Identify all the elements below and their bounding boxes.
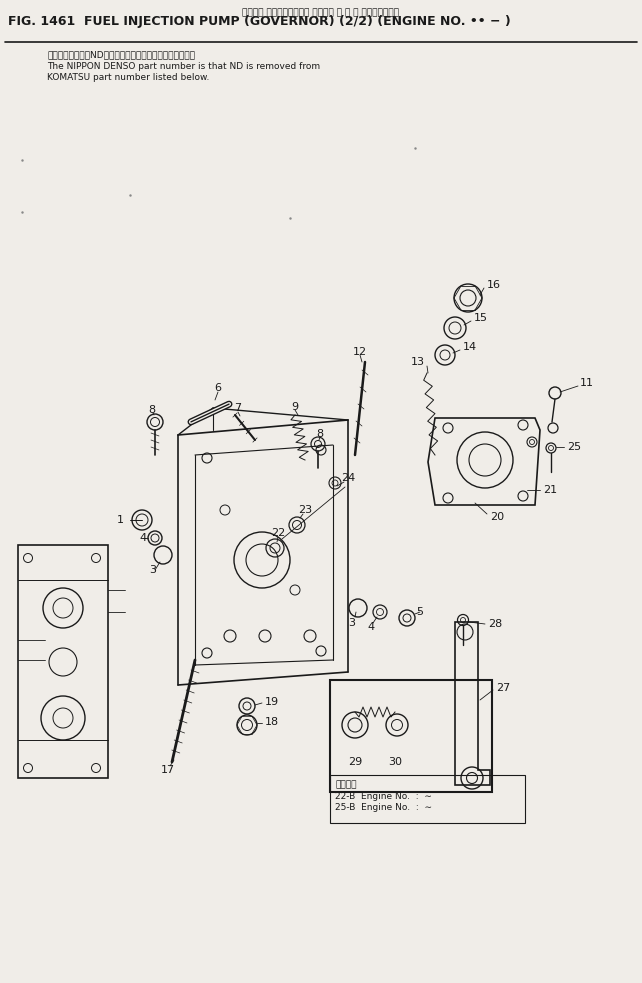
Text: 11: 11 <box>580 378 594 388</box>
Text: 29: 29 <box>348 757 362 767</box>
Text: KOMATSU part number listed below.: KOMATSU part number listed below. <box>47 73 209 82</box>
Text: 21: 21 <box>543 485 557 495</box>
Text: 3: 3 <box>150 565 157 575</box>
Text: 20: 20 <box>490 512 504 522</box>
Text: 8: 8 <box>148 405 155 415</box>
Bar <box>330 680 492 792</box>
Text: 28: 28 <box>488 619 502 629</box>
Text: 17: 17 <box>161 765 175 775</box>
Text: 19: 19 <box>265 697 279 707</box>
Text: 25: 25 <box>567 442 581 452</box>
Text: フェエル インジェクション ポンプ． カ バ ナ 　　　適用号機: フェエル インジェクション ポンプ． カ バ ナ 適用号機 <box>243 8 399 17</box>
Text: FIG. 1461  FUEL INJECTION PUMP (GOVERNOR) (2/2) (ENGINE NO. •• − ): FIG. 1461 FUEL INJECTION PUMP (GOVERNOR)… <box>8 15 511 28</box>
Text: 24: 24 <box>341 473 355 483</box>
Text: 5: 5 <box>417 607 424 617</box>
Text: 8: 8 <box>317 429 324 439</box>
Text: 27: 27 <box>496 683 510 693</box>
Text: 4: 4 <box>367 622 374 632</box>
Bar <box>330 775 525 823</box>
Text: 30: 30 <box>388 757 402 767</box>
Text: 6: 6 <box>214 383 221 393</box>
Text: 15: 15 <box>474 313 488 323</box>
Text: 18: 18 <box>265 717 279 727</box>
Text: The NIPPON DENSO part number is that ND is removed from: The NIPPON DENSO part number is that ND … <box>47 62 320 71</box>
Text: 14: 14 <box>463 342 477 352</box>
Text: 12: 12 <box>353 347 367 357</box>
Text: 13: 13 <box>411 357 425 367</box>
Text: 25-B  Engine No.  :  ∼: 25-B Engine No. : ∼ <box>335 803 432 812</box>
Text: 適用号機: 適用号機 <box>335 780 356 789</box>
Text: 22-B  Engine No.  :  ∼: 22-B Engine No. : ∼ <box>335 792 432 801</box>
Text: 22: 22 <box>271 528 285 538</box>
Text: 1: 1 <box>116 515 123 525</box>
Text: 9: 9 <box>291 402 299 412</box>
Text: 16: 16 <box>487 280 501 290</box>
Text: 4: 4 <box>139 533 146 543</box>
Text: 7: 7 <box>234 403 241 413</box>
Text: 3: 3 <box>349 618 356 628</box>
Text: 23: 23 <box>298 505 312 515</box>
Text: 品番のメーカ記号NDを除いたものが日本電装の品番です．: 品番のメーカ記号NDを除いたものが日本電装の品番です． <box>47 50 195 59</box>
